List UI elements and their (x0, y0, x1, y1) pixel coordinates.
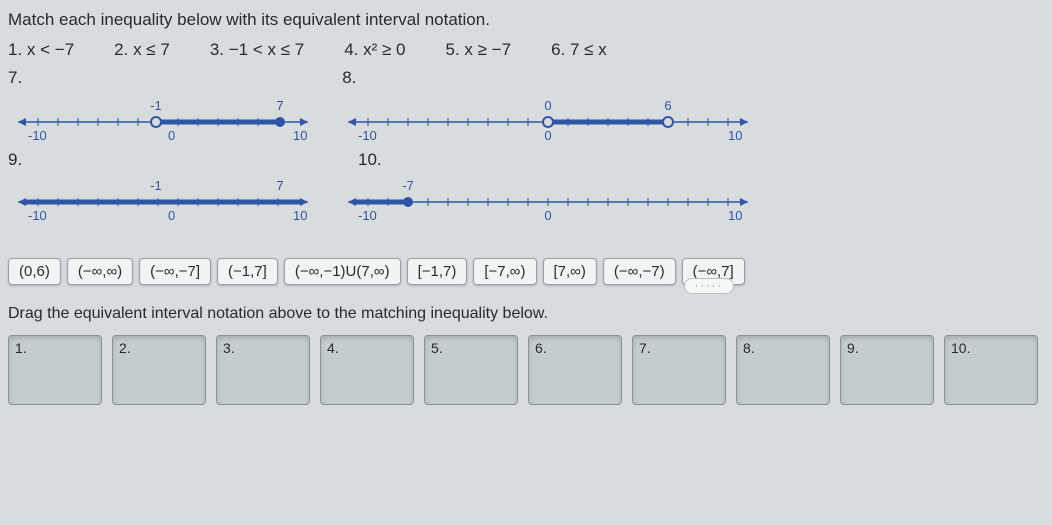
chip-option[interactable]: (−∞,−7] (139, 258, 211, 285)
drop-label: 3. (223, 340, 235, 356)
drop-label: 1. (15, 340, 27, 356)
tooltip-handle[interactable]: ····· (684, 278, 734, 294)
svg-text:0: 0 (544, 208, 551, 223)
svg-text:-10: -10 (358, 208, 377, 223)
drop-10[interactable]: 10. (944, 335, 1038, 405)
ineq-7: 7. (8, 68, 22, 88)
numberline-8: 0 6 -10 0 10 (348, 98, 748, 143)
svg-text:0: 0 (544, 128, 551, 143)
drag-instruction: Drag the equivalent interval notation ab… (0, 293, 1052, 331)
chip-option[interactable]: [−1,7) (407, 258, 468, 285)
drop-4[interactable]: 4. (320, 335, 414, 405)
drop-label: 8. (743, 340, 755, 356)
drop-label: 4. (327, 340, 339, 356)
inequality-row-2: 7. 8. (0, 64, 1052, 92)
svg-text:-10: -10 (28, 128, 47, 143)
ineq-9-label: 9. (8, 150, 22, 170)
chip-option[interactable]: (−1,7] (217, 258, 278, 285)
svg-text:10: 10 (728, 208, 742, 223)
svg-text:0: 0 (168, 128, 175, 143)
drop-8[interactable]: 8. (736, 335, 830, 405)
svg-text:10: 10 (293, 208, 307, 223)
instruction-text: Match each inequality below with its equ… (0, 0, 1052, 36)
ineq-8: 8. (342, 68, 356, 88)
drop-label: 7. (639, 340, 651, 356)
ineq-5: 5. x ≥ −7 (446, 40, 512, 60)
drop-label: 10. (951, 340, 970, 356)
numberline-7: -1 7 -10 0 10 (18, 98, 308, 143)
svg-text:6: 6 (664, 98, 671, 113)
drop-label: 9. (847, 340, 859, 356)
drop-1[interactable]: 1. (8, 335, 102, 405)
drop-label: 5. (431, 340, 443, 356)
drop-label: 2. (119, 340, 131, 356)
number-lines-svg: -1 7 -10 0 10 (8, 92, 788, 242)
chip-option[interactable]: (−∞,−1)U(7,∞) (284, 258, 401, 285)
drop-7[interactable]: 7. (632, 335, 726, 405)
svg-text:7: 7 (276, 178, 283, 193)
option-bank: (0,6) (−∞,∞) (−∞,−7] (−1,7] (−∞,−1)U(7,∞… (8, 258, 1044, 285)
ineq-4: 4. x² ≥ 0 (344, 40, 405, 60)
numberline-10: -7 -10 0 10 (348, 178, 748, 223)
svg-text:-1: -1 (150, 98, 162, 113)
svg-text:-10: -10 (358, 128, 377, 143)
numberline-9: -1 7 -10 0 10 (18, 178, 308, 223)
ineq-3: 3. −1 < x ≤ 7 (210, 40, 304, 60)
chip-option[interactable]: (−∞,−7) (603, 258, 676, 285)
svg-text:-10: -10 (28, 208, 47, 223)
ineq-6: 6. 7 ≤ x (551, 40, 607, 60)
drop-label: 6. (535, 340, 547, 356)
svg-text:10: 10 (293, 128, 307, 143)
ineq-1: 1. x < −7 (8, 40, 74, 60)
chip-option[interactable]: (0,6) (8, 258, 61, 285)
svg-text:7: 7 (276, 98, 283, 113)
number-lines: -1 7 -10 0 10 (8, 92, 1044, 242)
drop-2[interactable]: 2. (112, 335, 206, 405)
chip-option[interactable]: [−7,∞) (473, 258, 536, 285)
svg-text:-7: -7 (402, 178, 414, 193)
svg-text:0: 0 (544, 98, 551, 113)
drop-6[interactable]: 6. (528, 335, 622, 405)
svg-text:10: 10 (728, 128, 742, 143)
inequality-row-1: 1. x < −7 2. x ≤ 7 3. −1 < x ≤ 7 4. x² ≥… (0, 36, 1052, 64)
drop-3[interactable]: 3. (216, 335, 310, 405)
drop-5[interactable]: 5. (424, 335, 518, 405)
chip-option[interactable]: [7,∞) (543, 258, 597, 285)
drop-9[interactable]: 9. (840, 335, 934, 405)
svg-text:0: 0 (168, 208, 175, 223)
chip-option[interactable]: (−∞,∞) (67, 258, 133, 285)
ineq-2: 2. x ≤ 7 (114, 40, 170, 60)
drop-zone-row: 1. 2. 3. 4. 5. 6. 7. 8. 9. 10. (0, 331, 1052, 409)
svg-text:-1: -1 (150, 178, 162, 193)
ineq-10-label: 10. (358, 150, 382, 170)
